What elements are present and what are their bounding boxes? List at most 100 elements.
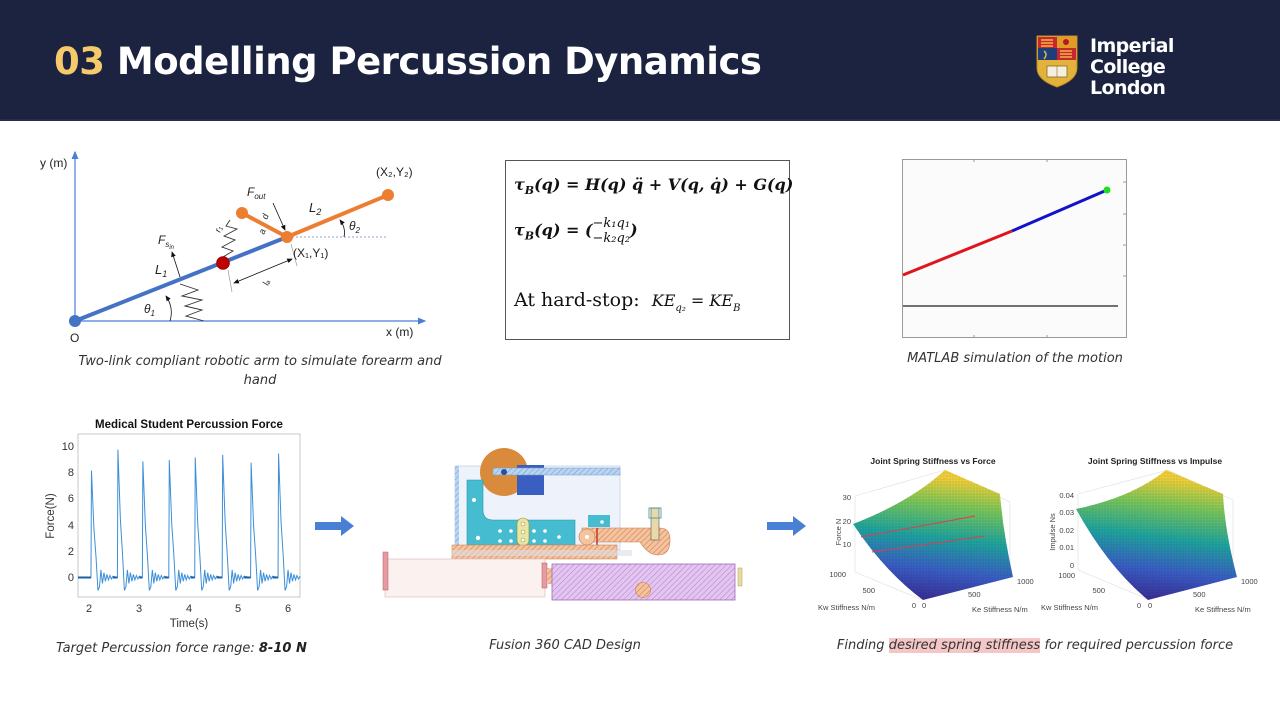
svg-text:10: 10 (62, 441, 74, 453)
sim-endpoint (1103, 186, 1111, 194)
svg-text:2: 2 (86, 603, 92, 615)
force-plot-caption: Target Percussion force range: 8-10 N (56, 641, 307, 656)
sim-link-2 (1011, 188, 1108, 233)
stiffness-vs-force-surface: Joint Spring Stiffness vs Force 30 20 10 1… (818, 456, 1034, 614)
slide-title: 03 Modelling Percussion Dynamics (54, 40, 762, 83)
slide-header: 03 Modelling Percussion Dynamics Imperia… (0, 0, 1280, 121)
y-axis-label: Kw Stiffness N/m (1041, 603, 1098, 612)
surface-plots-caption: Finding desired spring stiffness for req… (836, 638, 1234, 653)
base-joint (69, 315, 81, 327)
link-1 (74, 235, 288, 323)
svg-text:0: 0 (68, 572, 74, 584)
x-axis-label: x (m) (386, 325, 413, 339)
label-F-out: Fout (247, 185, 266, 201)
end-joint (382, 189, 394, 201)
mass-point (216, 256, 230, 270)
svg-text:5: 5 (235, 603, 241, 615)
svg-text:500: 500 (1092, 586, 1105, 595)
y-axis-label: y (m) (40, 156, 67, 170)
label-F-sin: Fsin (158, 233, 175, 251)
chart-title: Medical Student Percussion Force (95, 419, 283, 431)
crest-icon (1036, 35, 1078, 88)
label-theta2: θ2 (349, 219, 361, 235)
y-axis-label: Force(N) (45, 493, 57, 539)
svg-text:0: 0 (922, 601, 926, 610)
equations-box: τB(q) = H(q) q̈ + V(q, q̇) + G(q) τB(q) … (505, 160, 794, 340)
highlighted-text: desired spring stiffness (888, 638, 1041, 653)
hammer-arm (581, 527, 671, 556)
chart-title: Joint Spring Stiffness vs Impulse (1088, 456, 1222, 466)
cad-caption: Fusion 360 CAD Design (489, 638, 641, 653)
x-axis-label: Ke Stiffness N/m (972, 605, 1028, 614)
logo-line-1: Imperial College (1090, 35, 1174, 78)
sim-link-1 (902, 229, 1013, 277)
y-tick-labels: 10 8 6 4 2 0 (62, 441, 74, 584)
svg-text:30: 30 (843, 493, 851, 502)
arm-diagram-caption: Two-link compliant robotic arm to simula… (78, 354, 442, 388)
z-axis-label: Force N (834, 519, 843, 546)
label-joint1: (X₁,Y₁) (293, 246, 328, 260)
svg-text:10: 10 (843, 540, 851, 549)
cad-design-drawing (382, 448, 743, 601)
label-a: a (257, 227, 268, 235)
svg-text:4: 4 (68, 520, 74, 532)
equation-hard-stop: At hard-stop: KEq₂ = KEB (514, 289, 741, 314)
svg-text:0.02: 0.02 (1059, 526, 1074, 535)
svg-text:8: 8 (68, 467, 74, 479)
svg-text:1000: 1000 (829, 570, 846, 579)
label-joint2: (X₂,Y₂) (376, 165, 413, 179)
arrow-right-icon (315, 516, 354, 536)
imperial-logo: Imperial College London (1034, 34, 1254, 99)
label-la: lₐ (261, 278, 272, 286)
z-axis-label: Impulse Ns (1048, 513, 1057, 551)
lever-end (236, 207, 248, 219)
label-theta1: θ1 (144, 302, 155, 318)
y-axis-label: Kw Stiffness N/m (818, 603, 875, 612)
arrow-right-icon (767, 516, 806, 536)
svg-text:6: 6 (68, 493, 74, 505)
svg-text:500: 500 (968, 590, 981, 599)
spring-base (179, 283, 205, 322)
logo-line-2: London (1090, 77, 1166, 99)
percussion-force-chart: Medical Student Percussion Force 10 8 6 4 2 0… (45, 419, 301, 630)
x-tick-labels: 2 3 4 5 6 (86, 603, 291, 615)
screw (650, 507, 660, 541)
svg-text:1000: 1000 (1058, 571, 1075, 580)
bracket (466, 479, 576, 549)
section-number: 03 (54, 40, 105, 83)
matlab-simulation-plot (902, 159, 1127, 338)
svg-text:1000: 1000 (1241, 577, 1258, 586)
spring-r1 (220, 219, 239, 258)
link-2 (286, 193, 389, 239)
two-link-arm-diagram: y (m) x (m) O L1 L2 θ1 θ2 Fsin Fout (X₁,… (40, 150, 427, 345)
x-axis-label: Time(s) (170, 618, 209, 630)
svg-text:6: 6 (285, 603, 291, 615)
simulation-caption: MATLAB simulation of the motion (907, 351, 1123, 366)
link-lever (241, 211, 288, 239)
contour-8N (871, 535, 986, 553)
title-text: Modelling Percussion Dynamics (116, 40, 762, 83)
contour-10N (860, 515, 976, 538)
equation-torque: τB(q) = (−k₁q₁ −k₂q₂) (514, 216, 638, 246)
svg-text:500: 500 (1193, 590, 1206, 599)
svg-text:0.04: 0.04 (1059, 491, 1074, 500)
label-r1: r₁ (213, 225, 224, 234)
stiffness-vs-impulse-surface: Joint Spring Stiffness vs Impulse 0.04 0.… (1041, 456, 1258, 614)
svg-text:0.01: 0.01 (1059, 543, 1074, 552)
label-d: d (260, 212, 271, 221)
svg-text:0: 0 (912, 601, 916, 610)
svg-text:0: 0 (1137, 601, 1141, 610)
label-L1: L1 (155, 262, 167, 279)
svg-text:2: 2 (68, 546, 74, 558)
svg-text:3: 3 (136, 603, 142, 615)
svg-text:500: 500 (862, 586, 875, 595)
elbow-joint (281, 231, 293, 243)
svg-text:0.03: 0.03 (1059, 508, 1074, 517)
svg-text:20: 20 (843, 517, 851, 526)
svg-text:0: 0 (1070, 561, 1074, 570)
label-L2: L2 (309, 200, 321, 217)
origin-label: O (70, 331, 79, 345)
chart-title: Joint Spring Stiffness vs Force (870, 456, 995, 466)
equation-dynamics: τB(q) = H(q) q̈ + V(q, q̇) + G(q) (514, 175, 794, 198)
svg-text:4: 4 (186, 603, 192, 615)
